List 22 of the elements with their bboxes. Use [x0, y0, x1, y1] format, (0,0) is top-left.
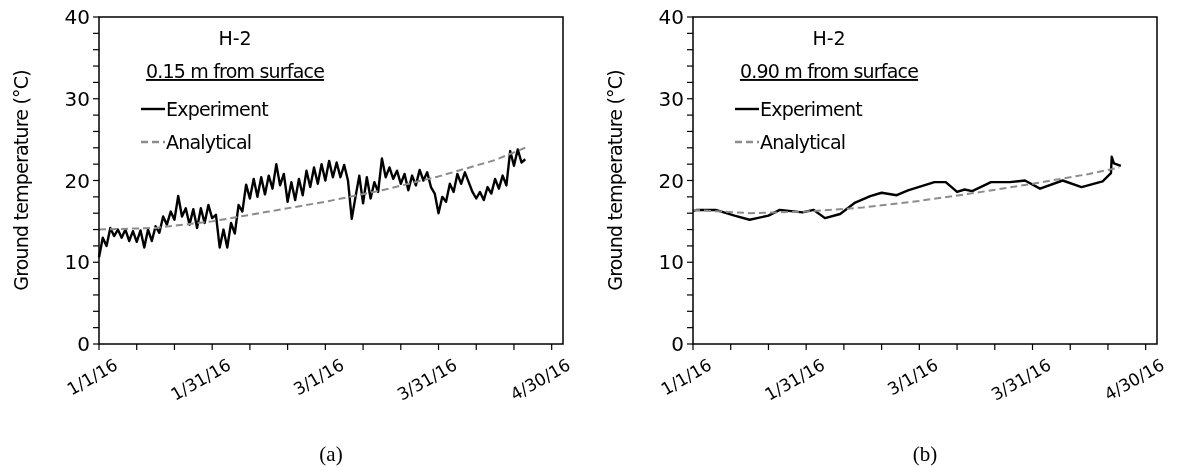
- y-tick-label: 40: [658, 5, 684, 29]
- y-tick-label: 40: [64, 5, 90, 29]
- annotation: 0.90 m from surface: [739, 60, 919, 82]
- legend-label: Analytical: [760, 130, 846, 153]
- y-tick-label: 30: [658, 86, 684, 111]
- y-tick-label: 0: [77, 332, 90, 356]
- annotation: H-2: [812, 27, 846, 49]
- y-tick-label: 20: [658, 168, 684, 193]
- legend-label: Experiment: [760, 97, 863, 120]
- y-axis-title: Ground temperature (°C): [603, 70, 626, 291]
- y-tick-label: 30: [64, 86, 90, 111]
- y-tick-label: 10: [64, 250, 90, 275]
- legend-label: Analytical: [166, 130, 252, 153]
- y-tick-label: 0: [671, 332, 684, 356]
- legend-label: Experiment: [166, 97, 269, 120]
- text: (b): [912, 442, 938, 466]
- y-tick-label: 10: [658, 250, 684, 275]
- annotation: H-2: [218, 27, 252, 49]
- y-axis-title: Ground temperature (°C): [9, 70, 32, 291]
- y-tick-label: 20: [64, 168, 90, 193]
- text: (a): [319, 442, 343, 466]
- annotation: 0.15 m from surface: [145, 60, 325, 82]
